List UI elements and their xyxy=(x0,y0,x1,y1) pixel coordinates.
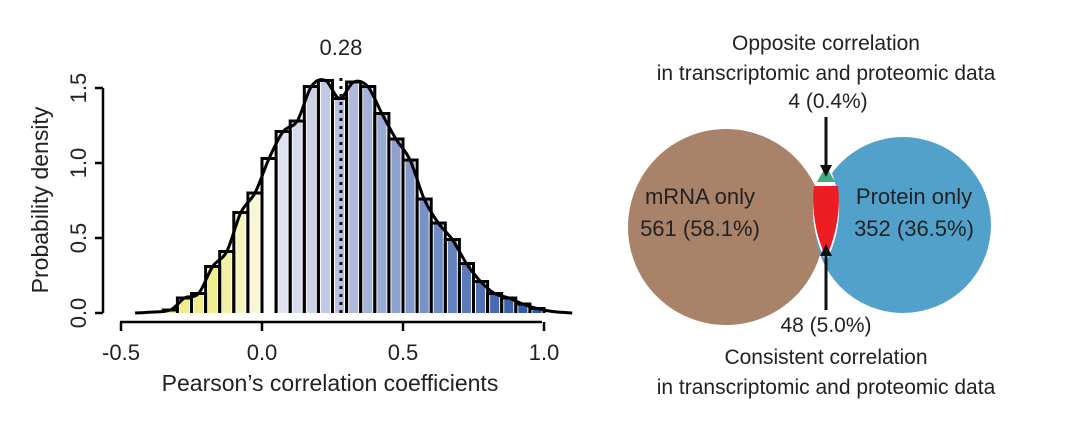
histogram-bar xyxy=(476,281,486,313)
histogram-bar xyxy=(377,113,387,313)
x-tick-label: 1.0 xyxy=(529,340,560,365)
y-axis-label: Probability density xyxy=(27,106,53,293)
histogram-bar xyxy=(532,308,542,313)
median-label: 0.28 xyxy=(320,35,363,60)
consistent-overlap-region xyxy=(813,186,839,258)
x-axis-label: Pearson’s correlation coefficients xyxy=(162,370,499,396)
protein-only-label: Protein only xyxy=(856,184,972,209)
histogram-bar xyxy=(349,82,359,313)
histogram-bar xyxy=(194,293,204,313)
protein-circle xyxy=(815,137,991,313)
mrna-only-label: mRNA only xyxy=(645,184,755,209)
venn-panel: Opposite correlation in transcriptomic a… xyxy=(628,32,996,399)
histogram-bar xyxy=(504,298,514,313)
histogram-bar xyxy=(179,298,189,313)
histogram-bar xyxy=(518,304,528,313)
opposite-caption-line2: in transcriptomic and proteomic data xyxy=(657,62,996,85)
histogram-bar xyxy=(250,193,260,313)
mrna-only-count: 561 (58.1%) xyxy=(640,216,760,241)
x-tick-label: 0.5 xyxy=(388,340,419,365)
consistent-count-label: 48 (5.0%) xyxy=(780,314,871,337)
histogram-bar xyxy=(292,121,302,313)
consistent-caption-line2: in transcriptomic and proteomic data xyxy=(657,376,996,399)
y-tick-label: 1.0 xyxy=(66,148,91,179)
histogram-bar xyxy=(405,160,415,313)
histogram-bar xyxy=(490,293,500,313)
histogram-bar xyxy=(222,251,232,313)
y-tick-label: 1.5 xyxy=(66,73,91,104)
density-curve xyxy=(135,78,573,315)
consistent-caption-line1: Consistent correlation xyxy=(724,346,927,369)
protein-only-count: 352 (36.5%) xyxy=(854,216,974,241)
histogram-bar xyxy=(278,131,288,313)
histogram-bar xyxy=(335,98,345,313)
histogram-bar xyxy=(419,199,429,313)
y-tick-label: 0.0 xyxy=(66,298,91,329)
x-tick-label: -0.5 xyxy=(102,340,140,365)
histogram-bar xyxy=(236,212,246,313)
y-tick-label: 0.5 xyxy=(66,223,91,254)
histogram-bar xyxy=(208,266,218,313)
histogram-bar xyxy=(320,80,330,313)
mrna-circle xyxy=(628,129,824,325)
opposite-count-label: 4 (0.4%) xyxy=(788,90,867,113)
x-tick-label: 0.0 xyxy=(247,340,278,365)
histogram-bar xyxy=(391,139,401,313)
histogram-bar xyxy=(264,158,274,313)
consistent-arrow-head xyxy=(820,244,832,256)
histogram-bar xyxy=(363,86,373,313)
histogram-bar xyxy=(433,223,443,313)
histogram-bar xyxy=(447,239,457,313)
opposite-caption-line1: Opposite correlation xyxy=(732,32,920,55)
opposite-arrow-head xyxy=(820,165,832,177)
histogram-bar xyxy=(461,263,471,313)
histogram-panel: 0.28 0.0 0.5 1.0 1.5 -0.5 0.0 0.5 1.0 Probabil… xyxy=(27,35,573,396)
histogram-bar xyxy=(306,86,316,313)
